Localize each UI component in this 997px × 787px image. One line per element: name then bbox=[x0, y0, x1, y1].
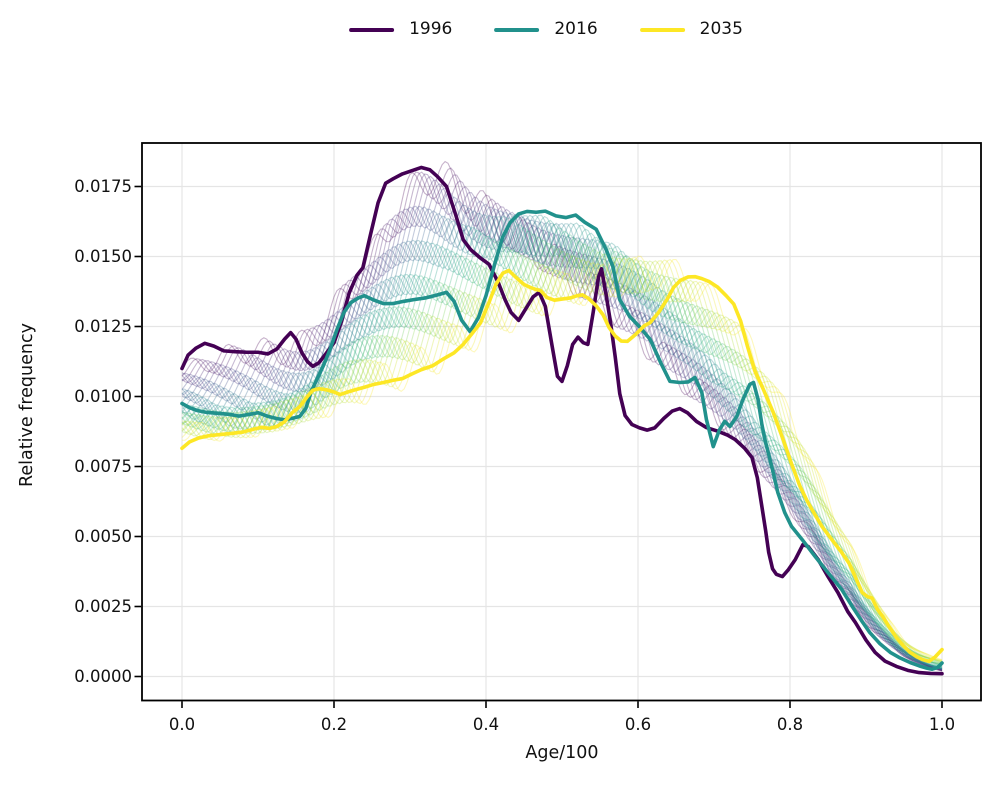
y-tick-label: 0.0075 bbox=[74, 456, 132, 476]
legend-label-2016: 2016 bbox=[554, 19, 598, 39]
x-tick-label: 0.6 bbox=[624, 715, 652, 734]
legend-swatch-2035 bbox=[639, 27, 685, 32]
y-tick-label: 0.0050 bbox=[74, 526, 132, 546]
y-tick-label: 0.0150 bbox=[74, 246, 132, 266]
legend: 1996 2016 2035 bbox=[349, 21, 743, 38]
x-axis-label: Age/100 bbox=[525, 743, 599, 763]
x-tick-label: 0.4 bbox=[472, 715, 500, 734]
y-tick-label: 0.0125 bbox=[74, 316, 132, 336]
legend-swatch-1996 bbox=[349, 27, 395, 32]
x-tick-label: 0.2 bbox=[320, 715, 348, 734]
y-tick-label: 0.0175 bbox=[74, 176, 132, 196]
y-tick-label: 0.0100 bbox=[74, 386, 132, 406]
y-tick-label: 0.0025 bbox=[74, 596, 132, 616]
x-tick-label: 1.0 bbox=[928, 715, 956, 734]
legend-item-1996: 1996 bbox=[349, 21, 452, 38]
legend-swatch-2016 bbox=[494, 27, 540, 32]
x-tick-label: 0.8 bbox=[776, 715, 804, 734]
legend-item-2016: 2016 bbox=[494, 19, 598, 39]
y-axis-label: Relative frequency bbox=[17, 323, 37, 487]
legend-label-2035: 2035 bbox=[699, 19, 743, 39]
y-tick-label: 0.0000 bbox=[74, 666, 132, 686]
legend-item-2035: 2035 bbox=[639, 19, 743, 39]
x-tick-label: 0.0 bbox=[168, 715, 196, 734]
legend-label-1996: 1996 bbox=[409, 19, 453, 39]
